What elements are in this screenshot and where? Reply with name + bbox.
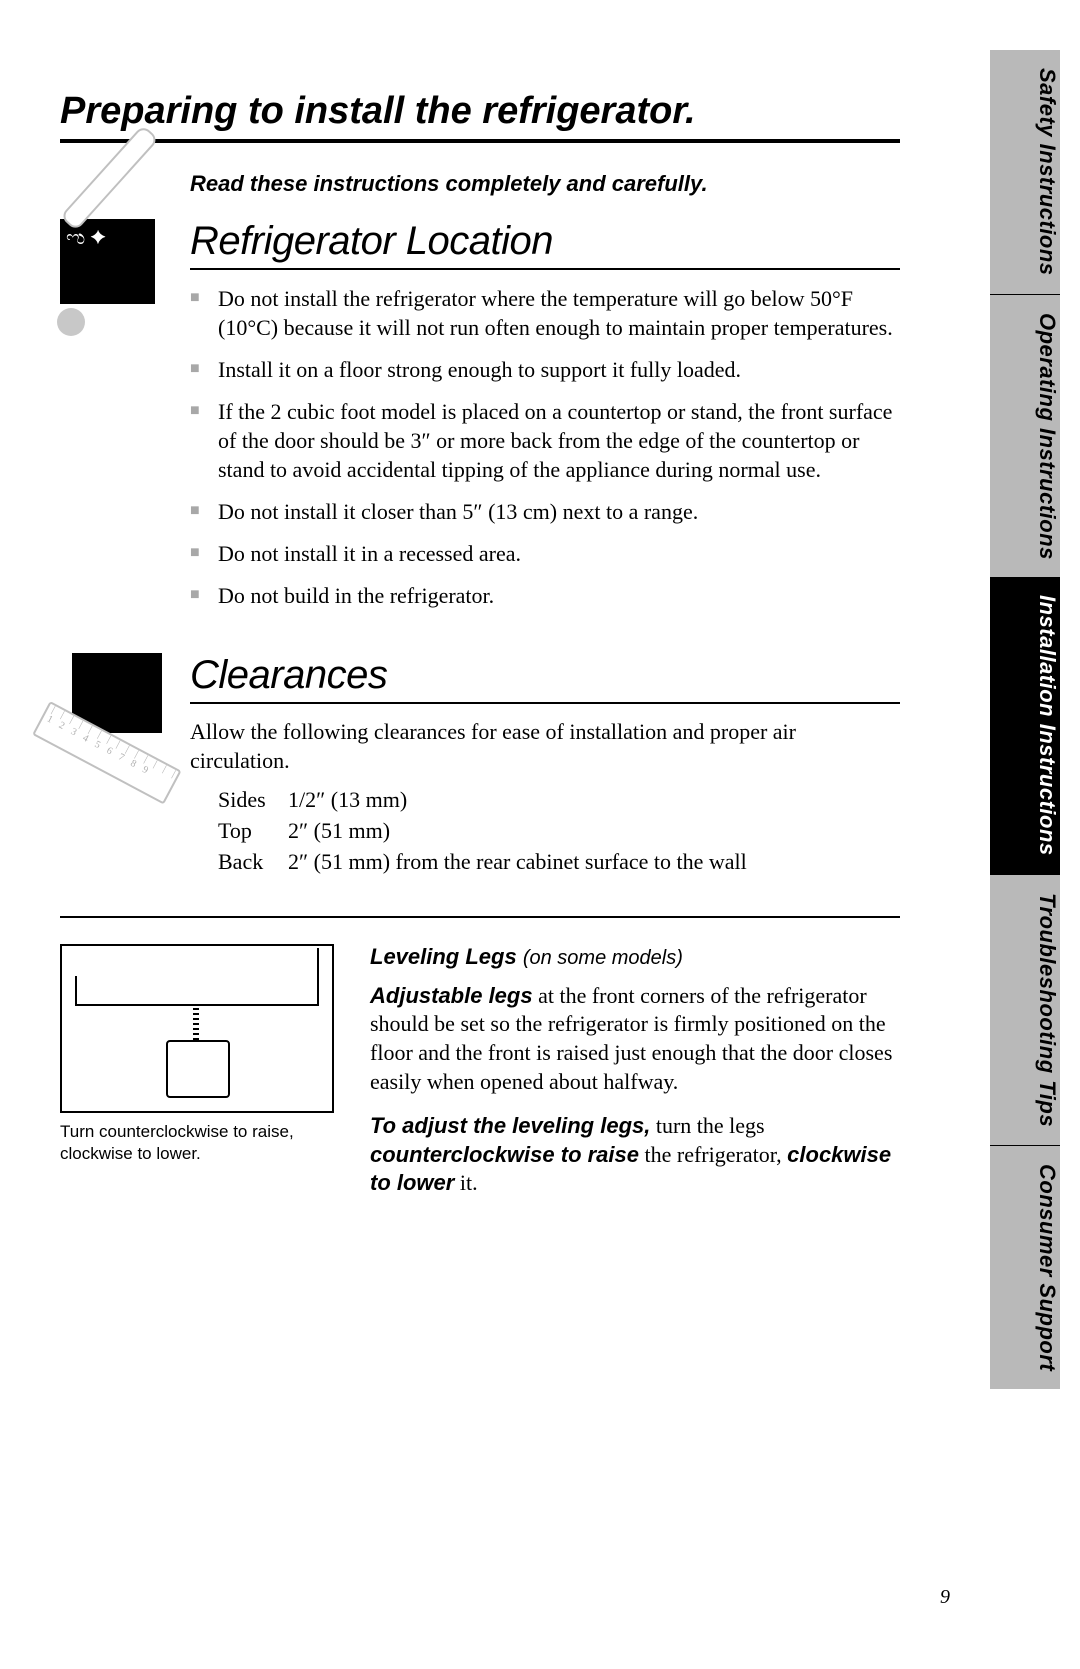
leveling-para-2: To adjust the leveling legs, turn the le…	[370, 1112, 900, 1198]
thermometer-icon: ಌ ✦	[60, 219, 165, 324]
leveling-title-main: Leveling Legs	[370, 944, 517, 969]
clearances-rule	[190, 702, 900, 704]
clearances-heading: Clearances	[190, 653, 900, 698]
location-bullet: Do not install it closer than 5″ (13 cm)…	[190, 497, 900, 526]
section-location: ಌ ✦ Refrigerator Location Do not install…	[60, 219, 900, 623]
ruler-icon: | | | | | | | | | | | | | | |1 2 3 4 5 6…	[60, 653, 165, 758]
clearance-label: Sides	[218, 785, 288, 816]
location-bullet: Install it on a floor strong enough to s…	[190, 355, 900, 384]
span-bold: counterclockwise to raise	[370, 1142, 639, 1167]
location-bullet: Do not install the refrigerator where th…	[190, 284, 900, 342]
clearance-value: 1/2″ (13 mm)	[288, 785, 407, 816]
clearance-row: Sides 1/2″ (13 mm)	[218, 785, 900, 816]
tab-installation: Installation Instructions	[990, 577, 1060, 874]
clearance-value: 2″ (51 mm) from the rear cabinet surface…	[288, 847, 747, 878]
page-number: 9	[940, 1586, 950, 1609]
clearance-row: Top 2″ (51 mm)	[218, 816, 900, 847]
location-bullets: Do not install the refrigerator where th…	[190, 284, 900, 610]
tab-troubleshooting: Troubleshooting Tips	[990, 874, 1060, 1145]
span-bold: Adjustable legs	[370, 983, 533, 1008]
span-bold: To adjust the leveling legs,	[370, 1113, 650, 1138]
leveling-title: Leveling Legs (on some models)	[370, 944, 900, 970]
location-bullet: If the 2 cubic foot model is placed on a…	[190, 397, 900, 484]
page-title: Preparing to install the refrigerator.	[60, 90, 950, 133]
clearance-value: 2″ (51 mm)	[288, 816, 390, 847]
leveling-caption: Turn counterclockwise to raise, clockwis…	[60, 1121, 350, 1165]
clearance-label: Top	[218, 816, 288, 847]
span-text: the refrigerator,	[639, 1142, 787, 1167]
location-heading: Refrigerator Location	[190, 219, 900, 264]
mid-rule	[60, 916, 900, 918]
clearance-label: Back	[218, 847, 288, 878]
span-text: it.	[454, 1170, 477, 1195]
subtitle: Read these instructions completely and c…	[190, 171, 950, 197]
clearance-row: Back 2″ (51 mm) from the rear cabinet su…	[218, 847, 900, 878]
tab-operating: Operating Instructions	[990, 294, 1060, 578]
leveling-para-1: Adjustable legs at the front corners of …	[370, 982, 900, 1096]
leveling-title-note: (on some models)	[523, 947, 683, 969]
section-clearances: | | | | | | | | | | | | | | |1 2 3 4 5 6…	[60, 653, 900, 878]
clearances-table: Sides 1/2″ (13 mm) Top 2″ (51 mm) Back 2…	[218, 785, 900, 877]
title-rule	[60, 139, 900, 143]
side-tab-strip: Safety Instructions Operating Instructio…	[990, 50, 1060, 1389]
tab-consumer: Consumer Support	[990, 1145, 1060, 1389]
location-rule	[190, 268, 900, 270]
span-text: turn the legs	[650, 1113, 764, 1138]
location-bullet: Do not install it in a recessed area.	[190, 539, 900, 568]
location-bullet: Do not build in the refrigerator.	[190, 581, 900, 610]
tab-safety: Safety Instructions	[990, 50, 1060, 294]
page-content: Preparing to install the refrigerator. R…	[60, 90, 950, 1214]
clearances-intro: Allow the following clearances for ease …	[190, 718, 900, 775]
section-leveling: Turn counterclockwise to raise, clockwis…	[60, 944, 900, 1214]
leveling-figure	[60, 944, 334, 1113]
